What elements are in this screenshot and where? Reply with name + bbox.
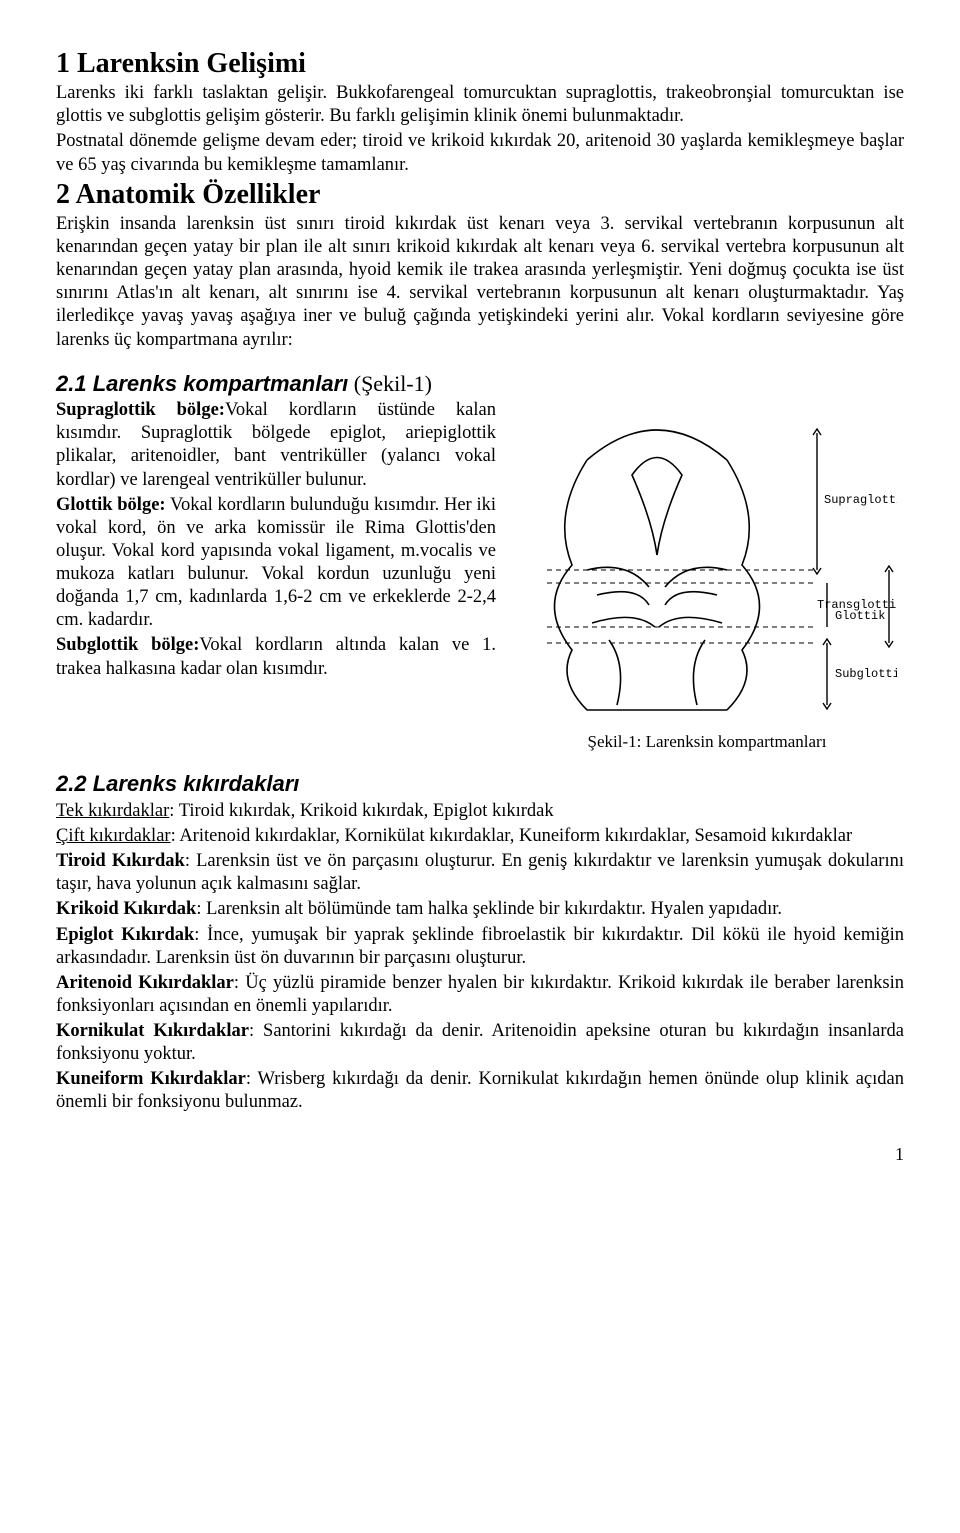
right-column: Supraglottik Transglottik Glottik Subglo… xyxy=(510,399,904,752)
subheading-2-1: 2.1 Larenks kompartmanları (Şekil-1) xyxy=(56,370,904,398)
paragraph: Tiroid Kıkırdak: Larenksin üst ve ön par… xyxy=(56,850,904,896)
inline-label: Tiroid Kıkırdak xyxy=(56,851,185,871)
inline-label: Glottik bölge: xyxy=(56,495,166,515)
heading-1: 1 Larenksin Gelişimi xyxy=(56,48,904,80)
paragraph: Epiglot Kıkırdak: İnce, yumuşak bir yapr… xyxy=(56,924,904,970)
paragraph: Çift kıkırdaklar: Aritenoid kıkırdaklar,… xyxy=(56,825,904,848)
figure-label-supraglottik: Supraglottik xyxy=(824,493,897,507)
inline-label: Subglottik bölge: xyxy=(56,635,199,655)
page-number: 1 xyxy=(56,1143,904,1166)
inline-text: : Larenksin alt bölümünde tam halka şekl… xyxy=(196,899,782,919)
paragraph: Subglottik bölge:Vokal kordların altında… xyxy=(56,634,496,680)
inline-label-underline: Tek kıkırdaklar xyxy=(56,801,169,821)
figure-caption: Şekil-1: Larenksin kompartmanları xyxy=(510,731,904,752)
paragraph: Kornikulat Kıkırdaklar: Santorini kıkırd… xyxy=(56,1020,904,1066)
figure-label-subglottik: Subglottik xyxy=(835,667,897,681)
paragraph: Erişkin insanda larenksin üst sınırı tir… xyxy=(56,213,904,352)
paragraph: Larenks iki farklı taslaktan gelişir. Bu… xyxy=(56,82,904,128)
subheading-text: 2.1 Larenks kompartmanları xyxy=(56,371,348,396)
paragraph: Kuneiform Kıkırdaklar: Wrisberg kıkırdağ… xyxy=(56,1068,904,1114)
paragraph: Glottik bölge: Vokal kordların bulunduğu… xyxy=(56,494,496,633)
left-column: Supraglottik bölge:Vokal kordların üstün… xyxy=(56,399,496,683)
paragraph: Supraglottik bölge:Vokal kordların üstün… xyxy=(56,399,496,492)
two-column-layout: Supraglottik bölge:Vokal kordların üstün… xyxy=(56,399,904,752)
figure-label-glottik: Glottik xyxy=(835,609,885,623)
inline-text: : Aritenoid kıkırdaklar, Kornikülat kıkı… xyxy=(171,826,853,846)
inline-label: Supraglottik bölge: xyxy=(56,400,225,420)
inline-label: Kuneiform Kıkırdaklar xyxy=(56,1069,246,1089)
figure-larynx-compartments: Supraglottik Transglottik Glottik Subglo… xyxy=(517,405,897,725)
paragraph: Postnatal dönemde gelişme devam eder; ti… xyxy=(56,130,904,176)
paragraph: Aritenoid Kıkırdaklar: Üç yüzlü piramide… xyxy=(56,972,904,1018)
inline-label: Krikoid Kıkırdak xyxy=(56,899,196,919)
paragraph: Krikoid Kıkırdak: Larenksin alt bölümünd… xyxy=(56,898,904,921)
inline-label-underline: Çift kıkırdaklar xyxy=(56,826,171,846)
paragraph: Tek kıkırdaklar: Tiroid kıkırdak, Krikoi… xyxy=(56,800,904,823)
inline-text: : Tiroid kıkırdak, Krikoid kıkırdak, Epi… xyxy=(169,801,553,821)
inline-label: Aritenoid Kıkırdaklar xyxy=(56,973,234,993)
heading-2: 2 Anatomik Özellikler xyxy=(56,179,904,211)
subheading-2-2: 2.2 Larenks kıkırdakları xyxy=(56,770,904,798)
subheading-suffix: (Şekil-1) xyxy=(348,371,432,396)
inline-label: Epiglot Kıkırdak xyxy=(56,925,194,945)
inline-label: Kornikulat Kıkırdaklar xyxy=(56,1021,249,1041)
